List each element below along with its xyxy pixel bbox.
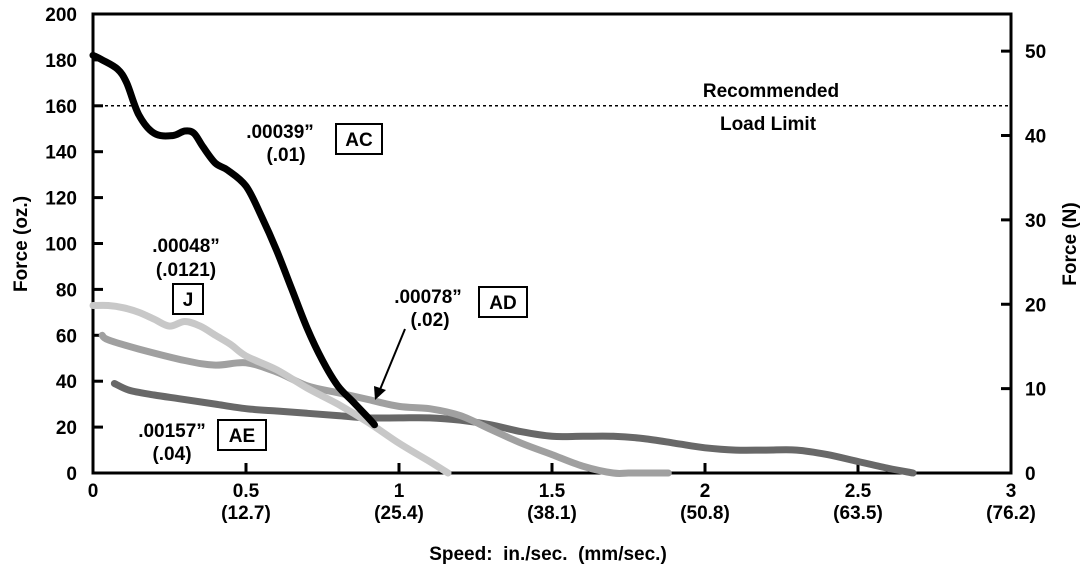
ac-size-in: .00039” (246, 122, 314, 143)
ae-label: AE (229, 426, 255, 447)
annotation-ae: .00157” (.04) AE (138, 419, 267, 465)
ae-label-box (217, 419, 267, 451)
y-axis-title: Force (oz.) (11, 196, 32, 292)
x-tick-label-3: 1.5 (539, 481, 566, 502)
ad-size-mm: (.02) (410, 310, 449, 331)
ad-label-box (478, 286, 528, 318)
series-line-j (89, 301, 452, 477)
series-line-ad (98, 331, 672, 477)
ae-size-in: .00157” (138, 421, 206, 442)
x-tick-sublabel-4: (50.8) (680, 503, 730, 524)
load-limit-label-line1: Recommended (703, 81, 839, 102)
x-tick-sublabel-1: (12.7) (221, 503, 271, 524)
series-line-ac (89, 51, 378, 429)
annotation-ad: .00078” (.02) AD (374, 286, 528, 400)
y2-axis-title: Force (N) (1060, 202, 1081, 285)
j-label-box (172, 283, 204, 315)
y-tick-label-1: 20 (56, 418, 77, 439)
ad-pointer-arrow (378, 328, 406, 393)
y-tick-label-8: 160 (45, 97, 77, 118)
series-line-ae (110, 380, 917, 477)
y2-tick-label-5: 50 (1025, 42, 1046, 63)
ad-label: AD (489, 293, 516, 314)
y2-tick-label-4: 40 (1025, 127, 1046, 148)
recommended-load-limit: Recommended Load Limit (93, 81, 1011, 135)
y2-tick-label-3: 30 (1025, 211, 1046, 232)
y-tick-label-10: 200 (45, 5, 77, 26)
y-axis-ticks: 0 20 40 60 80 100 120 140 160 180 200 (45, 5, 103, 485)
y-tick-label-6: 120 (45, 189, 77, 210)
ac-size-mm: (.01) (266, 145, 305, 166)
y-tick-label-5: 100 (45, 235, 77, 256)
x-tick-label-5: 2.5 (845, 481, 872, 502)
x-tick-label-0: 0 (88, 481, 99, 502)
j-label: J (183, 290, 194, 311)
x-tick-sublabel-6: (76.2) (986, 503, 1036, 524)
ac-label: AC (345, 130, 373, 151)
x-axis-title: Speed: in./sec. (mm/sec.) (429, 544, 667, 565)
j-size-mm: (.0121) (156, 260, 216, 281)
x-tick-label-1: 0.5 (233, 481, 260, 502)
y-tick-label-0: 0 (66, 464, 77, 485)
y-tick-label-7: 140 (45, 143, 77, 164)
load-limit-label-line2: Load Limit (720, 114, 817, 135)
y-tick-label-2: 40 (56, 372, 77, 393)
y2-tick-label-0: 0 (1025, 464, 1036, 485)
x-tick-label-2: 1 (394, 481, 405, 502)
ad-size-in: .00078” (394, 287, 462, 308)
ac-label-box (335, 123, 383, 155)
series-lines (89, 51, 917, 477)
y-tick-label-3: 60 (56, 326, 77, 347)
x-tick-label-6: 3 (1006, 481, 1017, 502)
y-tick-label-9: 180 (45, 51, 77, 72)
x-tick-sublabel-2: (25.4) (374, 503, 424, 524)
y2-tick-label-2: 20 (1025, 295, 1046, 316)
annotation-j: .00048” (.0121) J (152, 236, 220, 315)
x-axis-ticks: 0 0.5(12.7) 1(25.4) 1.5(38.1) 2(50.8) 2.5(63.… (88, 463, 1036, 524)
ae-size-mm: (.04) (152, 444, 191, 465)
y2-axis-ticks: 0 10 20 30 40 50 (1001, 42, 1046, 485)
x-tick-sublabel-3: (38.1) (527, 503, 577, 524)
y2-tick-label-1: 10 (1025, 380, 1046, 401)
y-tick-label-4: 80 (56, 280, 77, 301)
annotation-ac: .00039” (.01) AC (246, 122, 383, 166)
x-tick-label-4: 2 (700, 481, 711, 502)
ad-pointer-arrowhead (374, 386, 386, 400)
x-tick-sublabel-5: (63.5) (833, 503, 883, 524)
j-size-in: .00048” (152, 236, 220, 257)
